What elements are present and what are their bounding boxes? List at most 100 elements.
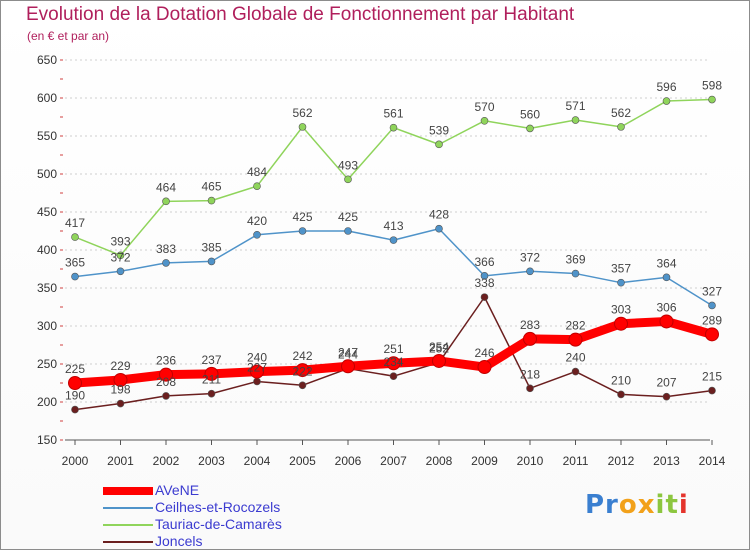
data-point — [435, 224, 443, 233]
data-label: 385 — [201, 240, 221, 254]
data-point — [526, 384, 534, 393]
x-tick-label: 2010 — [517, 454, 544, 468]
data-label: 246 — [474, 346, 494, 360]
data-point — [71, 233, 79, 241]
series-ceilhes-et-rocozels — [71, 224, 716, 310]
legend-label: AVeNE — [155, 482, 200, 498]
x-tick-label: 2001 — [107, 454, 134, 468]
data-label: 303 — [611, 303, 631, 317]
data-point — [568, 332, 583, 347]
data-point — [116, 267, 125, 276]
x-tick-label: 2005 — [289, 454, 316, 468]
data-label: 338 — [474, 276, 494, 290]
data-label: 211 — [202, 373, 221, 387]
data-label: 251 — [383, 342, 403, 356]
data-label: 413 — [383, 219, 403, 233]
data-label: 190 — [65, 389, 85, 403]
x-tick-label: 2009 — [471, 454, 498, 468]
data-label: 570 — [474, 100, 494, 114]
data-point — [526, 124, 534, 133]
axes: 150 200 250 300 350 400 450 500 550 600 650 2000 200… — [37, 53, 726, 468]
x-tick-label: 2012 — [608, 454, 635, 468]
data-point — [389, 123, 398, 132]
y-tick-label: 150 — [37, 433, 57, 447]
data-point — [116, 399, 125, 408]
data-point — [162, 197, 170, 206]
data-point — [295, 363, 310, 378]
y-tick-label: 550 — [37, 129, 57, 143]
data-point — [571, 116, 580, 124]
y-tick-label: 450 — [37, 205, 57, 219]
data-label: 464 — [156, 180, 176, 194]
data-label: 207 — [656, 376, 676, 390]
data-point — [662, 392, 671, 401]
data-point — [477, 360, 492, 375]
data-label: 425 — [338, 210, 358, 224]
data-point — [389, 372, 398, 380]
data-point — [708, 301, 716, 310]
data-label: 282 — [565, 319, 585, 333]
data-point — [207, 257, 216, 266]
data-point — [480, 272, 489, 280]
logo-letters: ox — [618, 490, 656, 520]
data-label: 237 — [201, 353, 221, 367]
data-label: 357 — [611, 262, 631, 276]
data-point — [253, 182, 261, 190]
data-label: 236 — [156, 354, 176, 368]
data-point — [116, 251, 125, 260]
y-tick-label: 650 — [37, 53, 57, 67]
data-label: 417 — [65, 216, 85, 230]
x-tick-label: 2002 — [153, 454, 180, 468]
data-label: 428 — [429, 208, 449, 222]
data-point — [207, 196, 216, 205]
data-label: 234 — [383, 355, 403, 369]
data-label: 366 — [474, 255, 494, 269]
data-point — [207, 389, 216, 398]
data-point — [341, 359, 355, 374]
data-label: 218 — [520, 367, 540, 381]
data-label: 560 — [520, 107, 540, 121]
x-tick-label: 2008 — [426, 454, 453, 468]
logo-letters: it — [655, 490, 679, 520]
legend-label: Ceilhes-et-Rocozels — [155, 499, 281, 515]
data-label: 215 — [702, 370, 722, 384]
data-point — [298, 381, 307, 390]
data-label: 254 — [429, 340, 449, 354]
data-label: 598 — [702, 79, 722, 93]
data-label: 365 — [65, 256, 85, 270]
data-label: 240 — [565, 351, 585, 365]
data-label: 252 — [429, 341, 449, 355]
data-point — [480, 293, 489, 301]
data-point — [708, 386, 716, 395]
legend-swatch — [103, 507, 153, 509]
data-label: 539 — [429, 123, 449, 137]
series-avene — [68, 314, 719, 390]
logo-letters: i — [678, 490, 689, 520]
data-label: 562 — [292, 106, 312, 120]
data-label: 484 — [247, 165, 267, 179]
series-joncels — [71, 293, 716, 414]
data-label: 225 — [65, 362, 85, 376]
legend-label: Tauriac-de-Camarès — [155, 516, 282, 532]
data-point — [298, 123, 307, 131]
data-label: 283 — [520, 318, 540, 332]
data-label: 240 — [247, 351, 267, 365]
data-point — [617, 390, 625, 399]
data-label: 198 — [110, 383, 130, 397]
data-label: 208 — [156, 375, 176, 389]
y-tick-label: 250 — [37, 357, 57, 371]
legend-swatch — [103, 541, 153, 543]
data-point — [571, 269, 580, 278]
data-point — [705, 327, 719, 342]
data-label: 210 — [611, 373, 631, 387]
data-point — [253, 377, 261, 386]
data-point — [386, 356, 401, 371]
x-tick-label: 2007 — [380, 454, 407, 468]
data-label: 372 — [110, 250, 130, 264]
data-label: 306 — [656, 300, 676, 314]
data-label: 229 — [110, 359, 130, 373]
y-tick-label: 350 — [37, 281, 57, 295]
data-label: 562 — [611, 106, 631, 120]
data-label: 227 — [247, 360, 267, 374]
data-label: 222 — [292, 364, 312, 378]
